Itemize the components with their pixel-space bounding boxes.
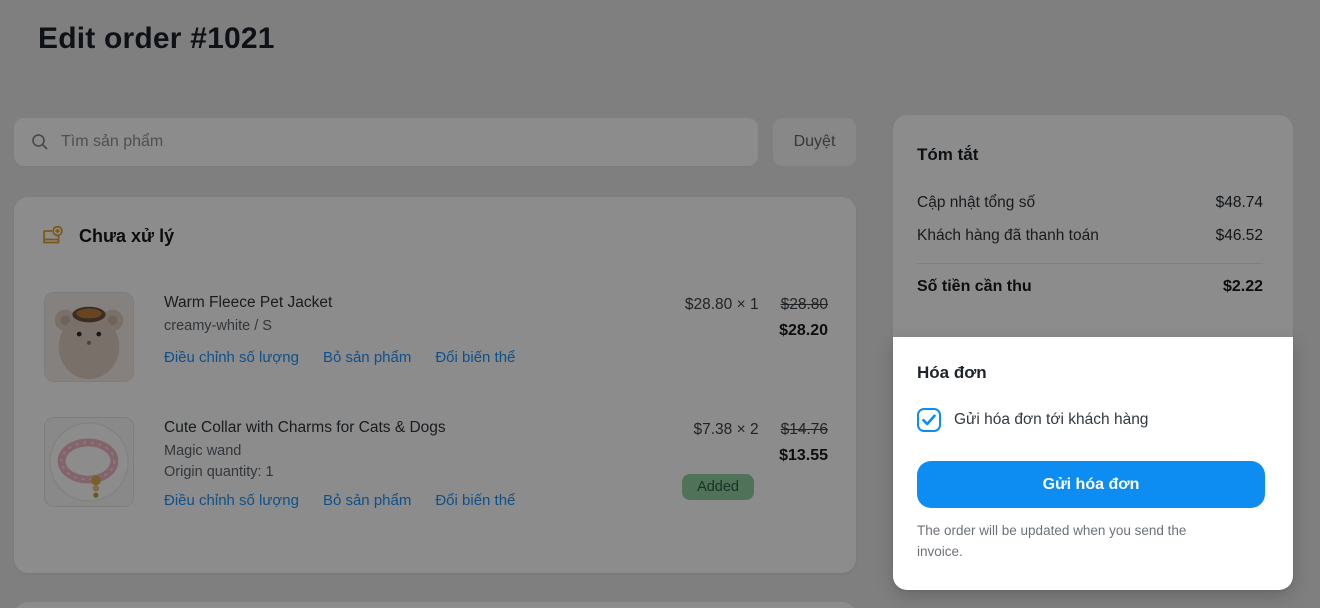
product-pricing: $28.80 × 1 $28.80 $28.20 xyxy=(648,292,828,382)
summary-row: Cập nhật tổng số $48.74 xyxy=(917,194,1263,212)
product-actions: Điều chỉnh số lượng Bỏ sản phẩm Đổi biến… xyxy=(164,492,618,509)
remove-product-link[interactable]: Bỏ sản phẩm xyxy=(322,349,412,366)
change-variant-link[interactable]: Đổi biến thể xyxy=(435,349,516,366)
search-box[interactable] xyxy=(14,118,758,166)
invoice-title: Hóa đơn xyxy=(917,363,987,382)
origin-quantity: Origin quantity: 1 xyxy=(164,464,274,480)
remove-product-link[interactable]: Bỏ sản phẩm xyxy=(322,492,412,509)
change-variant-link[interactable]: Đổi biến thể xyxy=(435,492,516,509)
send-invoice-checkbox-row[interactable]: Gửi hóa đơn tới khách hàng xyxy=(917,408,1265,432)
next-card-peek xyxy=(14,602,856,608)
invoice-section: Hóa đơn Gửi hóa đơn tới khách hàng Gửi h… xyxy=(893,337,1293,590)
page-title: Edit order #1021 xyxy=(38,22,275,55)
old-price: $28.80 xyxy=(780,296,828,313)
summary-value: $48.74 xyxy=(1215,194,1263,211)
summary-section: Tóm tắt Cập nhật tổng số $48.74 Khách hà… xyxy=(893,115,1293,296)
product-name: Warm Fleece Pet Jacket xyxy=(164,294,333,311)
search-icon xyxy=(32,134,48,150)
search-input[interactable] xyxy=(61,133,742,151)
product-image-cute-collar xyxy=(44,417,134,507)
summary-label: Cập nhật tổng số xyxy=(917,194,1036,211)
order-summary-card: Tóm tắt Cập nhật tổng số $48.74 Khách hà… xyxy=(893,115,1293,590)
unit-price: $7.38 × 2 xyxy=(693,421,759,438)
unfulfilled-header: Chưa xử lý xyxy=(40,224,174,249)
summary-value: $46.52 xyxy=(1215,227,1263,244)
product-row: Cute Collar with Charms for Cats & Dogs … xyxy=(44,417,828,509)
send-invoice-checkbox[interactable] xyxy=(917,408,941,432)
product-variant: Magic wand xyxy=(164,443,242,459)
adjust-quantity-link[interactable]: Điều chỉnh số lượng xyxy=(164,349,299,366)
new-price: $13.55 xyxy=(779,447,828,464)
send-invoice-label: Gửi hóa đơn tới khách hàng xyxy=(954,411,1149,428)
added-badge: Added xyxy=(682,474,754,500)
unfulfilled-package-plus-icon xyxy=(43,225,63,244)
invoice-helper-text: The order will be updated when you send … xyxy=(917,523,1187,559)
product-row: Warm Fleece Pet Jacket creamy-white / S … xyxy=(44,292,828,382)
summary-title: Tóm tắt xyxy=(917,145,979,164)
checkmark-icon xyxy=(922,414,936,426)
product-pricing: $7.38 × 2 $14.76 $13.55 Added xyxy=(648,417,828,509)
browse-button[interactable]: Duyệt xyxy=(773,118,856,166)
product-info: Warm Fleece Pet Jacket creamy-white / S … xyxy=(164,292,618,382)
send-invoice-button[interactable]: Gửi hóa đơn xyxy=(917,461,1265,508)
adjust-quantity-link[interactable]: Điều chỉnh số lượng xyxy=(164,492,299,509)
unfulfilled-items-card: Chưa xử lý Warm xyxy=(14,197,856,573)
unit-price: $28.80 × 1 xyxy=(684,296,759,313)
product-actions: Điều chỉnh số lượng Bỏ sản phẩm Đổi biến… xyxy=(164,349,618,366)
new-price: $28.20 xyxy=(779,322,828,339)
old-price: $14.76 xyxy=(780,421,828,438)
product-variant: creamy-white / S xyxy=(164,318,272,334)
summary-row: Khách hàng đã thanh toán $46.52 xyxy=(917,227,1263,245)
product-image-pet-jacket xyxy=(44,292,134,382)
product-search-row: Duyệt xyxy=(14,118,856,166)
summary-divider xyxy=(917,263,1263,264)
product-info: Cute Collar with Charms for Cats & Dogs … xyxy=(164,417,618,509)
summary-label: Khách hàng đã thanh toán xyxy=(917,227,1099,244)
amount-due-row: Số tiền cần thu $2.22 xyxy=(917,278,1263,296)
amount-due-label: Số tiền cần thu xyxy=(917,278,1032,295)
unfulfilled-title: Chưa xử lý xyxy=(79,226,175,246)
amount-due-value: $2.22 xyxy=(1222,278,1263,295)
product-name: Cute Collar with Charms for Cats & Dogs xyxy=(164,419,446,436)
